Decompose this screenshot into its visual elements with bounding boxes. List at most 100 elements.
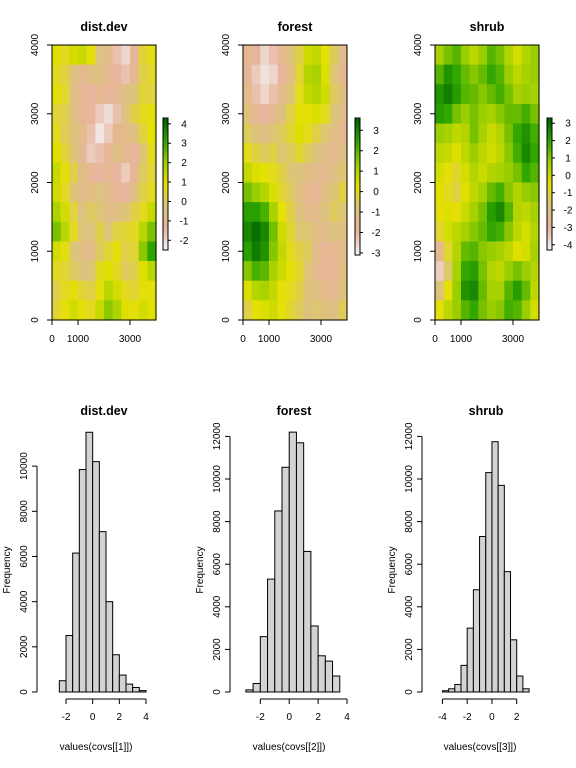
histogram-bar bbox=[85, 431, 94, 693]
raster-cell bbox=[269, 241, 279, 262]
raster-cell bbox=[513, 143, 523, 164]
raster-cell bbox=[461, 143, 471, 164]
legend-swatch bbox=[355, 189, 360, 194]
histogram-bar bbox=[252, 682, 261, 693]
raster-cell bbox=[461, 84, 471, 105]
raster-cell bbox=[260, 84, 270, 105]
raster-cell bbox=[104, 143, 114, 164]
bars bbox=[441, 441, 530, 693]
raster-cell bbox=[443, 143, 453, 164]
legend-tick-label: -3 bbox=[372, 248, 381, 259]
raster-cell bbox=[495, 241, 505, 262]
raster-cell bbox=[435, 261, 445, 282]
raster-cell bbox=[338, 261, 348, 282]
raster-cell bbox=[86, 221, 96, 243]
legend-swatch bbox=[163, 164, 168, 168]
raster-cell bbox=[86, 45, 96, 66]
raster-cell bbox=[112, 123, 122, 144]
raster-cell bbox=[269, 202, 279, 223]
histogram-bar bbox=[472, 589, 481, 693]
legend-swatch bbox=[163, 200, 168, 205]
raster-cell bbox=[469, 182, 479, 203]
legend-swatch bbox=[163, 170, 168, 175]
legend-swatch bbox=[547, 220, 552, 225]
raster-cell bbox=[338, 143, 348, 164]
raster-cell bbox=[312, 64, 322, 85]
x-axis: 0 1000 3000 bbox=[240, 320, 333, 345]
x-tick-label: 2 bbox=[315, 712, 321, 723]
raster-cell bbox=[251, 241, 261, 262]
y-tick-label: 4000 bbox=[19, 590, 30, 613]
legend-swatch bbox=[163, 167, 168, 172]
raster-cell bbox=[443, 162, 453, 184]
raster-cell bbox=[461, 241, 471, 262]
raster-cell bbox=[69, 261, 79, 282]
raster-cell bbox=[130, 123, 140, 144]
raster-cell bbox=[303, 182, 313, 203]
raster-cell bbox=[251, 103, 261, 125]
legend-tick-label: -1 bbox=[180, 216, 189, 227]
legend-swatch bbox=[547, 230, 552, 234]
raster-cell bbox=[461, 280, 471, 301]
raster-cell bbox=[469, 300, 479, 321]
raster-cell bbox=[513, 261, 523, 282]
raster-cell bbox=[277, 123, 287, 144]
legend-tick-label: 2 bbox=[373, 146, 379, 157]
raster-cell bbox=[112, 103, 122, 125]
raster-cell bbox=[521, 45, 531, 66]
raster-cell bbox=[260, 241, 270, 262]
raster-cell bbox=[435, 202, 445, 223]
raster-cell bbox=[95, 143, 105, 164]
raster-cell bbox=[243, 261, 253, 282]
raster-cell bbox=[504, 84, 514, 105]
histogram-panel-shrub: shrub -4 -2 0 2 values(covs[[3]]) 0 2000 4000 600… bbox=[387, 404, 530, 753]
legend-swatch bbox=[163, 137, 168, 142]
raster-cell bbox=[269, 300, 279, 321]
y-axis: 0 1000 2000 3000 4000 bbox=[30, 33, 52, 323]
raster-cell bbox=[469, 221, 479, 243]
histogram-bar bbox=[98, 531, 107, 693]
raster-cell bbox=[130, 103, 140, 125]
legend-swatch bbox=[355, 241, 360, 246]
raster-cell bbox=[69, 103, 79, 125]
legend-swatch bbox=[163, 223, 168, 228]
x-tick-label: -2 bbox=[62, 712, 71, 723]
legend-swatch bbox=[355, 217, 360, 222]
raster-cell bbox=[435, 300, 445, 321]
histogram-bar bbox=[479, 536, 487, 693]
color-legend: -4 -3 -2 -1 0 1 2 3 bbox=[546, 117, 573, 251]
legend-swatch bbox=[355, 179, 360, 184]
raster-cell bbox=[530, 162, 540, 184]
raster-cell bbox=[321, 300, 331, 321]
raster-cell bbox=[452, 202, 462, 223]
raster-cell bbox=[69, 123, 79, 144]
legend-tick-label: -1 bbox=[372, 208, 381, 219]
y-axis: 0 2000 4000 6000 8000 10000 bbox=[19, 452, 38, 695]
raster-cell bbox=[495, 300, 505, 321]
legend-swatch bbox=[163, 213, 168, 218]
raster-cell bbox=[104, 221, 114, 243]
raster-cell bbox=[487, 300, 497, 321]
raster-cell bbox=[329, 300, 339, 321]
histogram-bar bbox=[274, 510, 283, 693]
histogram-bar bbox=[454, 684, 462, 693]
legend-swatch bbox=[547, 233, 552, 238]
raster-cell bbox=[95, 280, 105, 301]
legend-swatch bbox=[163, 154, 168, 159]
raster-cell bbox=[78, 45, 88, 66]
raster-cell bbox=[130, 182, 140, 203]
legend-swatch bbox=[547, 210, 552, 215]
raster-cell bbox=[112, 64, 122, 85]
raster-cell bbox=[286, 123, 296, 144]
raster-cell bbox=[121, 64, 131, 85]
raster-cell bbox=[104, 182, 114, 203]
y-tick-label: 3000 bbox=[221, 102, 232, 125]
raster-cell bbox=[112, 182, 122, 203]
raster-cell bbox=[461, 162, 471, 184]
raster-cell bbox=[104, 103, 114, 125]
raster-cell bbox=[243, 241, 253, 262]
raster-cell bbox=[260, 64, 270, 85]
raster-cell bbox=[303, 84, 313, 105]
raster-cell bbox=[321, 143, 331, 164]
x-tick-label: 3000 bbox=[502, 334, 525, 345]
